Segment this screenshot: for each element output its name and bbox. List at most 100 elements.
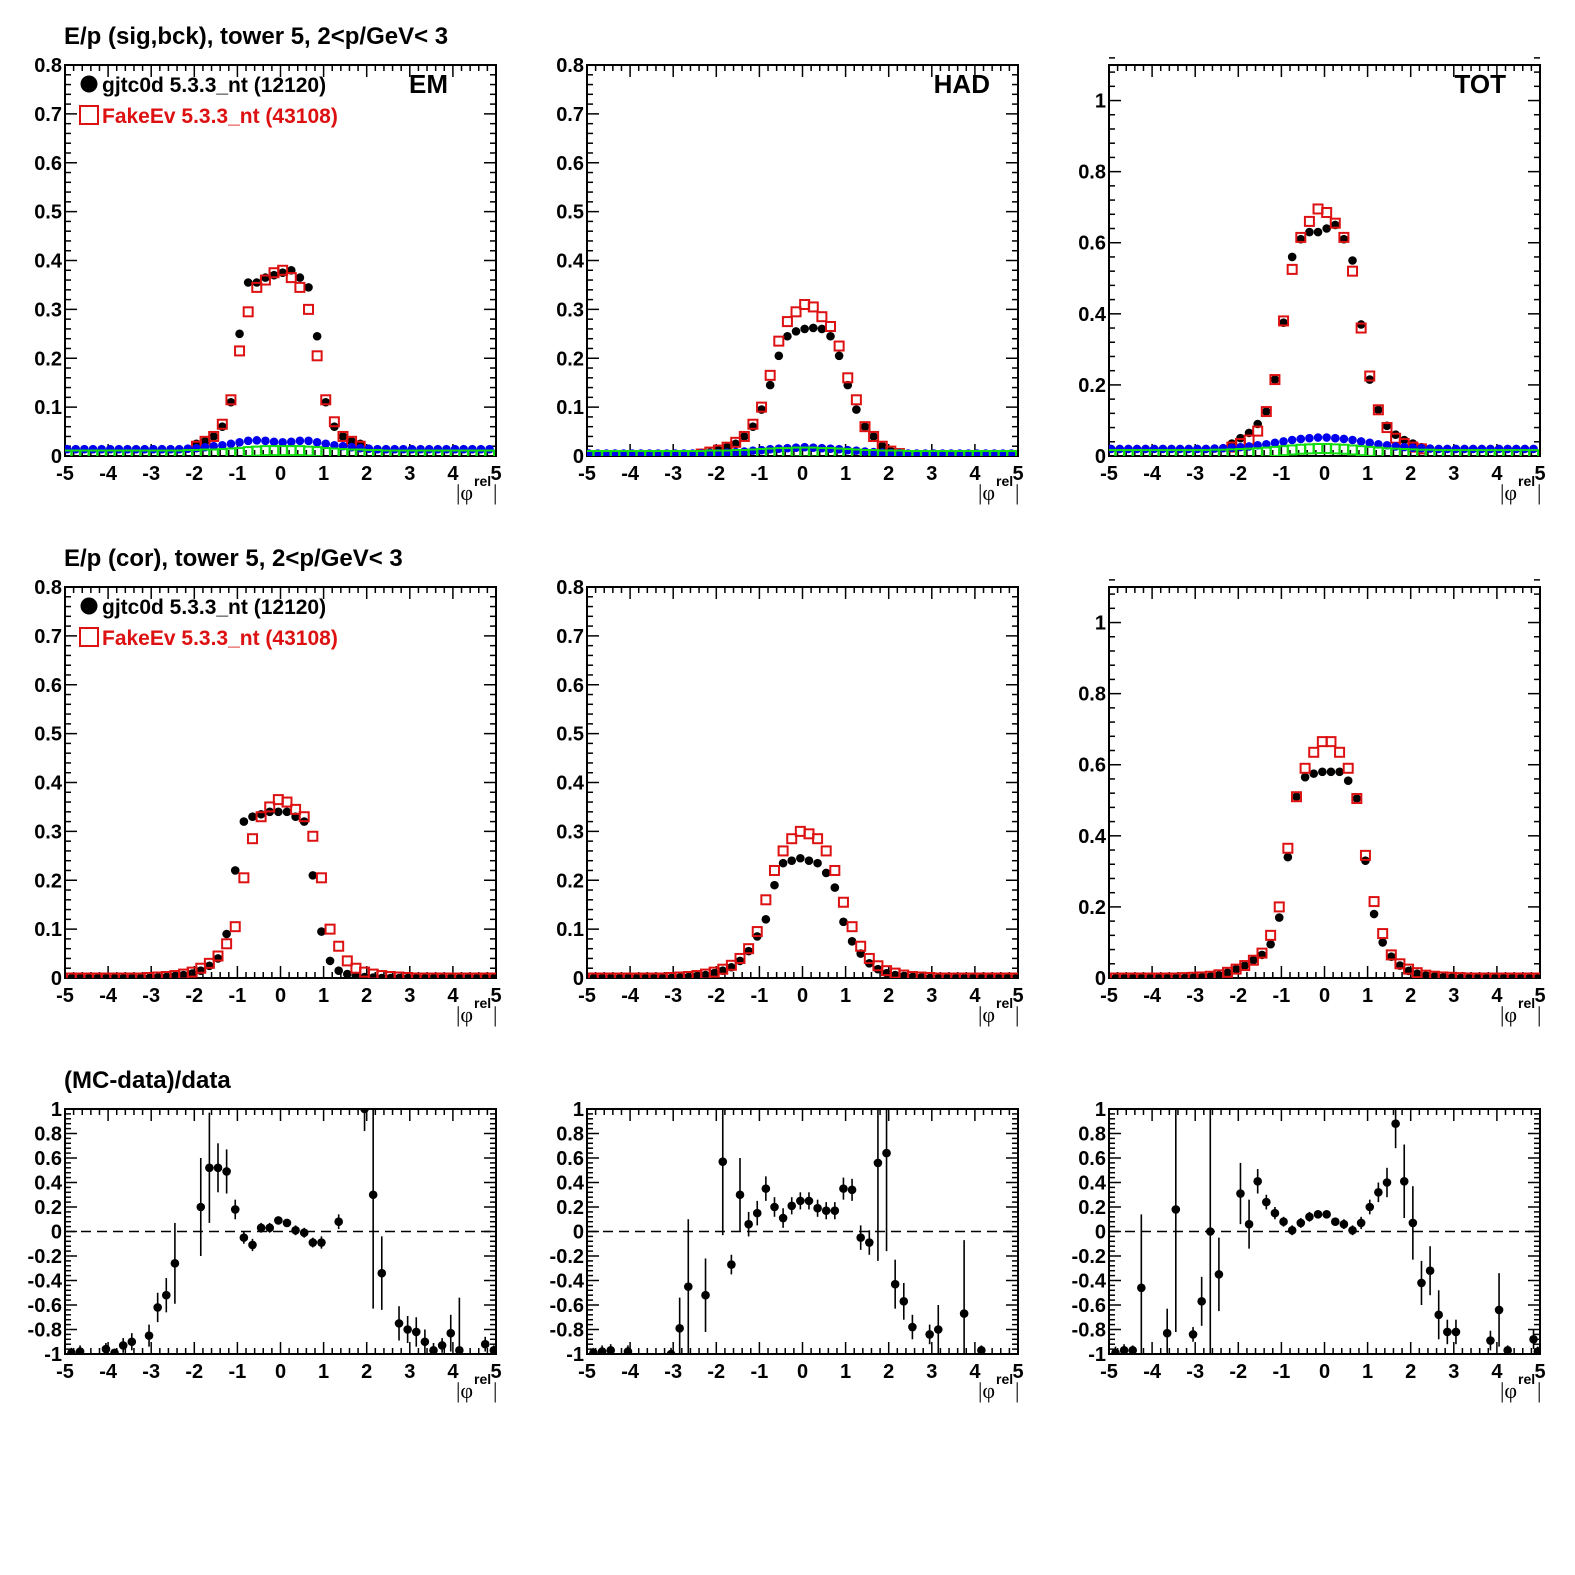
y-tick-label: 0.6 [556,153,584,175]
data-point [1188,1330,1198,1339]
y-tick-label: 0.8 [1078,684,1106,706]
y-tick-label: 0.2 [556,348,584,370]
x-tick-label: 2 [361,463,372,485]
data-point [118,973,128,978]
data-point [1128,973,1138,978]
y-tick-label: 0 [51,446,62,468]
data-point [675,1323,684,1333]
data-point [1473,973,1482,978]
x-tick-label: -4 [621,1361,640,1383]
data-point [1214,970,1224,978]
mc-point [225,394,237,406]
data-point [450,444,460,454]
x-tick-label: 2 [883,463,894,485]
mc-point [1308,746,1320,758]
mc-point [622,972,634,978]
x-axis-label: |φ [1500,1002,1517,1027]
data-point [101,1344,111,1354]
data-point [295,273,305,282]
data-point [666,973,676,978]
data-point [1330,433,1340,443]
x-axis-label-end: | [493,1378,497,1403]
data-point [1503,1346,1512,1354]
data-point [658,973,667,978]
data-point [1516,973,1525,978]
data-point [640,973,650,978]
mc-point [1355,322,1367,334]
mc-point [1359,849,1371,861]
data-point [403,973,412,978]
y-tick-label: -1 [44,1344,62,1366]
x-tick-label: -4 [1143,985,1162,1007]
y-tick-label: 0.5 [556,724,584,746]
x-tick-label: 4 [447,1361,459,1383]
data-points [589,1109,986,1354]
x-tick-label: -5 [1100,1361,1118,1383]
x-tick-label: -4 [1143,463,1162,485]
data-point [1162,1328,1172,1338]
x-axis-label: |φ [978,1002,995,1027]
data-point [239,1233,249,1242]
data-point [1305,433,1314,443]
data-point [890,970,900,978]
data-point [1279,1217,1288,1226]
data-points [67,1109,496,1354]
data-point [1115,444,1125,454]
data-point [394,973,404,978]
mc-point [816,311,828,323]
data-point [67,1348,76,1354]
mc-point [1364,370,1376,382]
data-point [1270,438,1280,448]
mc-point [65,972,77,978]
mc-point [1290,791,1302,803]
y-tick-label: 0.3 [34,299,62,321]
x-tick-label: -3 [142,1361,160,1383]
y-tick-label: 1 [1095,613,1106,635]
data-point [1382,1178,1392,1187]
x-axis-label-end: | [1537,1378,1541,1403]
data-point [235,438,244,447]
data-point [403,1325,412,1334]
mc-point [1489,972,1501,978]
data-point [127,1337,137,1347]
mc-point [479,972,491,978]
mc-point [488,972,496,978]
mc-point [1321,207,1333,219]
x-tick-label: -2 [185,1361,203,1383]
mc-point [1368,896,1380,908]
data-point [1274,913,1284,922]
x-tick-label: 3 [1448,1361,1459,1383]
data-point [1240,961,1250,970]
x-tick-label: -1 [229,1361,247,1383]
y-tick-label: 0.6 [34,675,62,697]
y-tick-label: 0.8 [556,1124,584,1146]
x-tick-label: 3 [404,1361,415,1383]
x-tick-label: -5 [56,463,74,485]
mc-point [820,845,832,857]
data-point [1158,444,1168,454]
mc-point [932,972,944,978]
y-tick-label: 0.8 [34,577,62,599]
data-point [1171,1205,1181,1214]
mc-point [760,894,772,906]
data-point [968,973,978,978]
data-point [890,1279,900,1289]
data-point [787,1201,797,1211]
data-point [1119,973,1129,978]
data-point [959,1309,969,1318]
data-point [1511,444,1521,454]
x-tick-label: -3 [664,1361,682,1383]
data-point [1443,444,1452,454]
mc-point [285,272,297,284]
y-tick-label: 0 [573,968,584,990]
data-point [1417,1278,1426,1288]
data-point [317,1238,326,1247]
data-point [411,1327,421,1337]
data-point [312,331,322,341]
mc-point [725,959,737,971]
data-point [847,937,857,946]
data-point [701,970,710,978]
mc-point [958,972,970,978]
mc-point [1161,972,1173,978]
data-point [683,972,693,978]
